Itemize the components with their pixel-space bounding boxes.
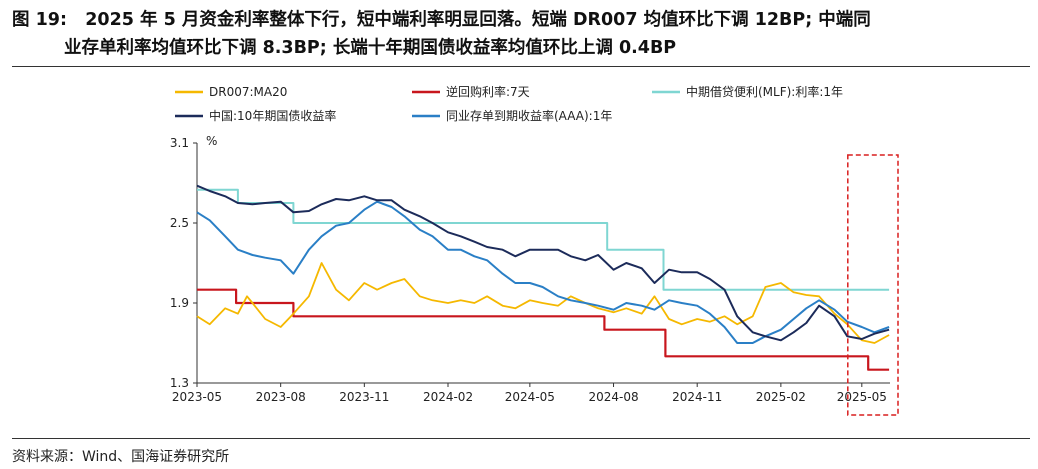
x-tick-label: 2023-11 [339, 390, 389, 404]
y-tick-label: 3.1 [170, 136, 189, 150]
x-tick-label: 2025-02 [756, 390, 806, 404]
series-line-repo [197, 288, 890, 371]
legend-label-cgb10y: 中国:10年期国债收益率 [209, 108, 336, 123]
source-note: 资料来源：Wind、国海证券研究所 [12, 449, 230, 465]
series-lines [196, 184, 890, 371]
x-tick-label: 2023-08 [256, 390, 306, 404]
x-tick-label: 2024-05 [505, 390, 555, 404]
legend-label-ncd: 同业存单到期收益率(AAA):1年 [446, 108, 612, 123]
highlight-rect [847, 154, 899, 416]
figure-title: 图 19: 2025 年 5 月资金利率整体下行，短中端利率明显回落。短端 DR… [12, 6, 1030, 62]
y-tick-label: 1.9 [170, 296, 189, 310]
footer-rule [12, 438, 1030, 439]
chart: DR007:MA20 逆回购利率:7天 中期借贷便利(MLF):利率:1年中国:10… [170, 84, 899, 416]
y-tick-label: 1.3 [170, 376, 189, 390]
series-line-cgb10y [196, 184, 890, 342]
highlight-box [847, 154, 899, 416]
x-tick-label: 2025-05 [837, 390, 887, 404]
axes: 1.3 1.9 2.5 3.1 % 2023-05 2023-08 2023-11 2024-0… [170, 134, 890, 404]
x-tick-label: 2024-08 [588, 390, 638, 404]
y-axis-label: % [206, 134, 217, 148]
figure-label: 图 19: [12, 10, 67, 30]
series-line-mlf [197, 188, 890, 291]
legend-label-repo: 逆回购利率:7天 [446, 84, 530, 99]
figure-title-line2: 业存单利率均值环比下调 8.3BP; 长端十年期国债收益率均值环比上调 0.4B… [64, 38, 677, 58]
legend-label-dr007: DR007:MA20 [209, 85, 287, 99]
series-line-ncd [196, 200, 890, 344]
y-tick-label: 2.5 [170, 216, 189, 230]
title-rule [12, 66, 1030, 67]
x-tick-label: 2024-11 [672, 390, 722, 404]
legend-label-mlf: 中期借贷便利(MLF):利率:1年 [686, 84, 843, 99]
figure-title-line1: 2025 年 5 月资金利率整体下行，短中端利率明显回落。短端 DR007 均值… [85, 10, 871, 30]
x-tick-label: 2024-02 [423, 390, 473, 404]
legend: DR007:MA20 逆回购利率:7天 中期借贷便利(MLF):利率:1年中国:10… [175, 84, 843, 123]
series-line-dr007 [196, 262, 890, 344]
x-tick-label: 2023-05 [172, 390, 222, 404]
